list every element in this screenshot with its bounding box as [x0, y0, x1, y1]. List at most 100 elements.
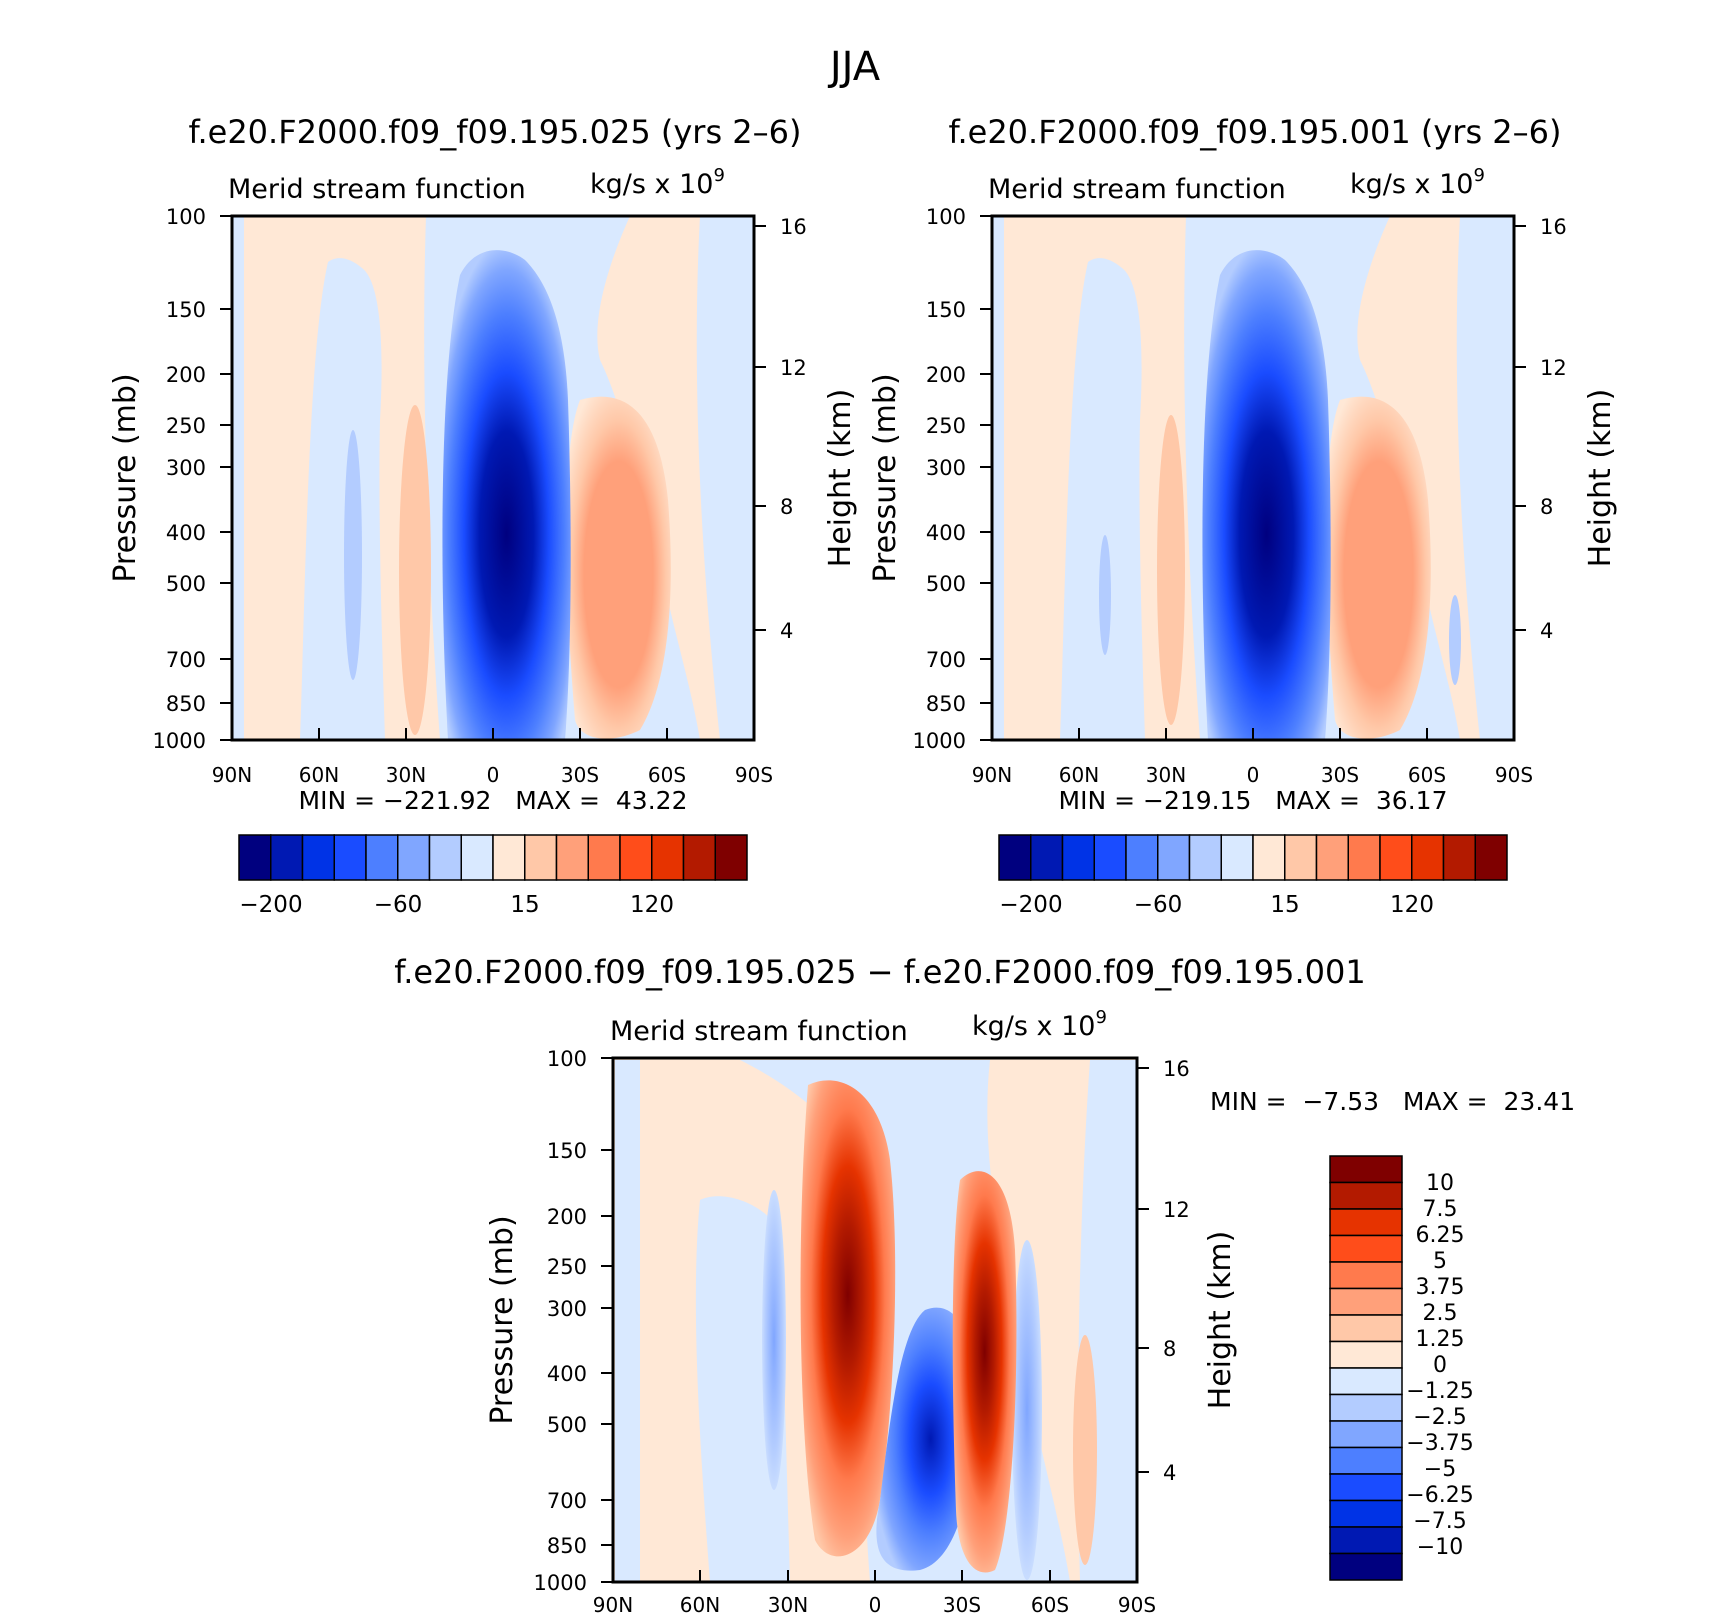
colorbar-swatch [492, 834, 526, 881]
svg-text:90N: 90N [972, 763, 1012, 787]
colorbar-swatch [1347, 834, 1381, 881]
svg-text:1000: 1000 [534, 1571, 587, 1595]
colorbar-swatch [1474, 834, 1508, 881]
panel-3-colorbar-label-12: −5 [1424, 1457, 1456, 1482]
colorbar-swatch [1329, 1393, 1403, 1422]
panel-1-height-axis: 16 12 8 4 [754, 215, 807, 643]
svg-text:0: 0 [869, 1593, 882, 1617]
panel-2-north-edge [992, 216, 1004, 740]
svg-text:12: 12 [1163, 1198, 1190, 1222]
svg-text:300: 300 [547, 1297, 587, 1321]
panel-3-min-label: MIN = [1210, 1087, 1287, 1116]
panel-1-y-label: Pressure (mb) [108, 373, 143, 582]
panel-2-y-axis: 100 150 200 250 300 400 500 700 850 1000 [913, 205, 992, 753]
panel-2-x-tick-30S: 30S [1321, 728, 1359, 787]
panel-1-height-tick-4: 4 [754, 619, 793, 643]
panel-2-y-tick-250: 250 [926, 414, 992, 438]
panel-1-north-edge [232, 216, 244, 740]
svg-text:250: 250 [166, 414, 206, 438]
svg-text:12: 12 [1540, 356, 1567, 380]
panel-2-max-value: 36.17 [1376, 786, 1448, 815]
svg-text:0: 0 [1247, 763, 1260, 787]
panel-2-units-text: kg/s x 10 [1350, 169, 1473, 200]
panel-2-units-exponent: 9 [1473, 165, 1484, 186]
svg-text:60N: 60N [680, 1593, 720, 1617]
svg-text:300: 300 [166, 456, 206, 480]
panel-2-hadley-cell-core [1202, 250, 1331, 740]
svg-text:700: 700 [926, 648, 966, 672]
svg-text:60S: 60S [1031, 1593, 1069, 1617]
panel-2-northern-light-blue [1060, 258, 1145, 740]
panel-3-colorbar-label-2: 7.5 [1423, 1197, 1458, 1222]
panel-2: f.e20.F2000.f09_f09.195.001 (yrs 2–6) Me… [868, 113, 1618, 918]
panel-3-colorbar-label-14: −7.5 [1413, 1509, 1466, 1534]
panel-3-colorbar-label-8: 0 [1433, 1353, 1447, 1378]
svg-text:30N: 30N [386, 763, 426, 787]
panel-2-x-axis: 90N 60N 30N 0 30S 60S 90S [972, 728, 1533, 787]
panel-2-y-tick-1000: 1000 [913, 729, 992, 753]
panel-1-stats: MIN = −221.92 MAX = 43.22 [299, 786, 688, 815]
svg-text:16: 16 [1540, 215, 1567, 239]
panel-2-x-tick-0: 0 [1247, 728, 1260, 787]
svg-text:90S: 90S [1118, 1593, 1156, 1617]
panel-3-northern-light-blue [615, 1060, 640, 1582]
panel-1-x-tick-0: 0 [487, 728, 499, 787]
panel-1-northern-light-blue [300, 258, 385, 740]
panel-3: f.e20.F2000.f09_f09.195.025 − f.e20.F200… [394, 953, 1575, 1617]
panel-1-colorbar-label-1: −200 [239, 892, 302, 918]
panel-1-y-tick-1000: 1000 [153, 729, 232, 753]
panel-1-y-tick-400: 400 [166, 521, 232, 545]
svg-text:30N: 30N [1146, 763, 1186, 787]
panel-3-max-value: 23.41 [1504, 1087, 1576, 1116]
panel-1-y-tick-150: 150 [166, 298, 232, 322]
colorbar-swatch [397, 834, 431, 881]
svg-text:60N: 60N [1059, 763, 1099, 787]
svg-text:250: 250 [547, 1255, 587, 1279]
panel-2-y-tick-300: 300 [926, 456, 992, 480]
svg-text:150: 150 [166, 298, 206, 322]
panel-1-y-tick-100: 100 [166, 205, 232, 229]
panel-2-x-tick-90N: 90N [972, 728, 1012, 787]
colorbar-swatch [1379, 834, 1413, 881]
panel-2-ferrel-cell [1157, 415, 1185, 725]
colorbar-swatch [1220, 834, 1254, 881]
panel-1-height-label: Height (km) [823, 389, 858, 568]
svg-text:8: 8 [1163, 1337, 1176, 1361]
svg-text:1000: 1000 [913, 729, 966, 753]
panel-3-variable-label: Merid stream function [610, 1016, 908, 1047]
panel-2-northern-blue-core [1099, 535, 1111, 655]
panel-3-title: f.e20.F2000.f09_f09.195.025 − f.e20.F200… [394, 953, 1366, 991]
colorbar-swatch [1284, 834, 1318, 881]
panel-3-y-label: Pressure (mb) [485, 1215, 520, 1424]
panel-3-colorbar [1329, 1155, 1403, 1581]
panel-2-y-tick-200: 200 [926, 363, 992, 387]
colorbar-swatch [1329, 1552, 1403, 1581]
svg-text:30S: 30S [1321, 763, 1359, 787]
panel-1-y-tick-300: 300 [166, 456, 232, 480]
panel-2-height-tick-12: 12 [1514, 356, 1567, 380]
colorbar-swatch [1329, 1314, 1403, 1343]
panel-3-y-axis: 100 150 200 250 300 400 500 700 850 1000 [534, 1047, 613, 1595]
colorbar-swatch [1329, 1499, 1403, 1528]
panel-1-x-tick-60N: 60N [299, 728, 339, 787]
panel-1-y-tick-850: 850 [166, 692, 232, 716]
panel-3-plot-area [611, 1056, 1139, 1584]
panel-2-y-label: Pressure (mb) [868, 373, 903, 582]
svg-text:850: 850 [166, 692, 206, 716]
colorbar-swatch [555, 834, 589, 881]
svg-text:16: 16 [1163, 1057, 1190, 1081]
figure-title: JJA [827, 44, 881, 90]
colorbar-swatch [1329, 1367, 1403, 1396]
svg-text:60S: 60S [1408, 763, 1446, 787]
panel-1-colorbar-labels: −200 −60 15 120 [239, 892, 674, 918]
svg-text:12: 12 [780, 356, 807, 380]
panel-2-max-label: MAX = [1275, 786, 1360, 815]
panel-1-x-tick-90S: 90S [735, 728, 773, 787]
svg-text:4: 4 [1163, 1461, 1176, 1485]
colorbar-swatch [333, 834, 367, 881]
panel-2-y-tick-700: 700 [926, 648, 992, 672]
panel-1: f.e20.F2000.f09_f09.195.025 (yrs 2–6) Me… [108, 113, 858, 918]
panel-2-x-tick-60N: 60N [1059, 728, 1099, 787]
panel-2-y-tick-150: 150 [926, 298, 992, 322]
